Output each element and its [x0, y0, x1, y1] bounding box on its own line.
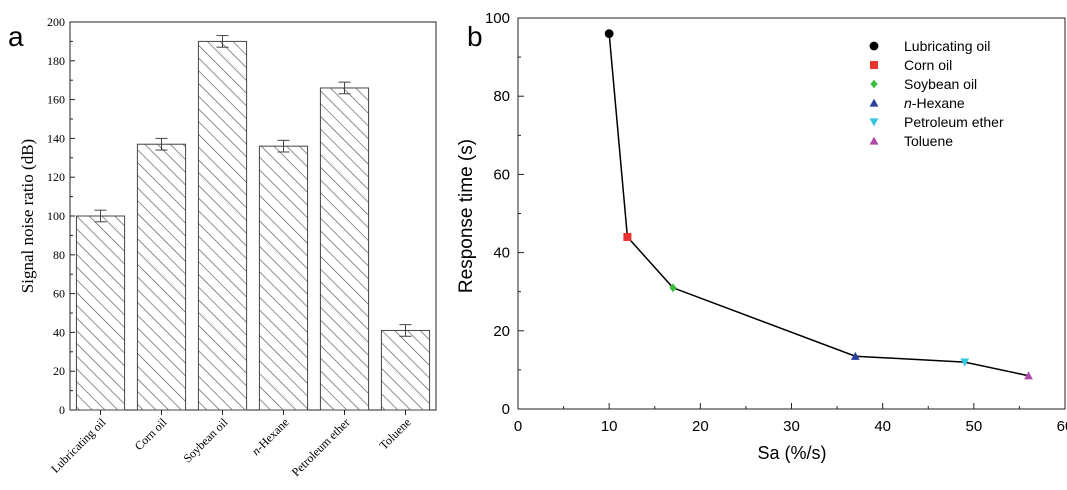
panel-b-line-chart: b Response time (s) Sa (%/s) 0 10 20 30 40 50… [456, 10, 1067, 463]
panel-a-ylabel: Signal noise ratio (dB) [18, 139, 37, 293]
panel-a-y-tick-label: 160 [47, 93, 65, 107]
panel-b-data-point [669, 283, 677, 293]
panel-b-legend-marker [869, 136, 879, 145]
panel-b-label: b [467, 21, 483, 52]
panel-a-y-tick-label: 180 [47, 54, 65, 68]
panel-b-x-tick-label: 10 [601, 418, 618, 435]
panel-b-legend: Lubricating oil Corn oil Soybean oil n-Hexa… [869, 38, 1004, 149]
panel-b-x-tick-label: 0 [514, 418, 522, 435]
panel-b-series [604, 29, 1033, 380]
panel-b-legend-label: Lubricating oil [904, 38, 990, 54]
panel-b-legend-label: n-Hexane [904, 95, 965, 111]
panel-b-legend-marker [869, 41, 879, 51]
panel-b-x-tick-label: 30 [783, 418, 800, 435]
panel-a-bar [319, 87, 370, 411]
panel-b-data-point [850, 351, 860, 360]
panel-b-ylabel: Response time (s) [456, 139, 477, 293]
panel-a-y-tick-label: 140 [47, 131, 65, 145]
panel-a-x-tick-label: Toluene [377, 415, 414, 452]
panel-a-y-ticks: 0 20 40 60 80 100 120 140 160 180 200 [47, 15, 75, 417]
panel-b-x-tick-label: 40 [874, 418, 891, 435]
panel-b-legend-label: Soybean oil [904, 76, 977, 92]
panel-a-x-tick-label: Petroleum ether [289, 415, 353, 479]
panel-b-data-point [1024, 371, 1033, 380]
panel-a-bar-chart: a Signal noise ratio (dB) 0 20 40 60 80 100 12… [8, 15, 437, 479]
panel-a-y-tick-label: 60 [53, 287, 65, 301]
panel-a-y-tick-label: 80 [53, 248, 65, 262]
panel-a-y-tick-label: 0 [59, 403, 65, 417]
panel-a-bar [258, 145, 309, 411]
panel-b-axes-frame [517, 17, 1066, 410]
panel-b-x-tick-label: 60 [1057, 418, 1067, 435]
panel-a-x-labels: Lubricating oil Corn oil Soybean oil n-Hexa… [48, 410, 414, 479]
panel-a-x-tick-label: Soybean oil [180, 415, 231, 466]
panel-a-label: a [8, 21, 24, 52]
panel-b-data-point [604, 29, 614, 39]
panel-b-legend-label: Petroleum ether [904, 114, 1004, 130]
panel-b-y-tick-label: 100 [485, 10, 510, 27]
panel-b-xlabel: Sa (%/s) [757, 443, 826, 463]
panel-a-x-tick-label: n-Hexane [249, 415, 292, 458]
panel-b-legend-marker [870, 79, 878, 89]
panel-a-x-tick-label: Corn oil [132, 415, 170, 453]
panel-a-bar [136, 143, 187, 411]
panel-b-data-point [623, 232, 632, 241]
panel-b-data-point [960, 358, 970, 367]
panel-a-bar [75, 215, 126, 411]
panel-b-ticks: 0 10 20 30 40 50 60 0 20 40 60 80 100 [485, 10, 1067, 435]
panel-b-y-tick-label: 60 [493, 166, 510, 183]
panel-a-y-tick-label: 120 [47, 170, 65, 184]
panel-b-legend-marker [869, 98, 879, 107]
panel-a-bar [380, 329, 431, 411]
panel-a-x-tick-label: Lubricating oil [48, 415, 109, 476]
panel-a-bars [75, 35, 431, 411]
panel-b-legend-marker [869, 118, 879, 127]
panel-a-y-tick-label: 200 [47, 15, 65, 29]
panel-b-y-tick-label: 40 [493, 245, 510, 262]
panel-b-legend-label: Toluene [904, 133, 953, 149]
panel-a-y-tick-label: 40 [53, 325, 65, 339]
panel-a-bar [197, 40, 248, 411]
panel-b-y-tick-label: 80 [493, 88, 510, 105]
panel-b-legend-marker [870, 61, 878, 69]
panel-b-y-tick-label: 20 [493, 323, 510, 340]
panel-b-legend-label: Corn oil [904, 57, 952, 73]
panel-b-x-tick-label: 50 [965, 418, 982, 435]
panel-b-series-line [608, 33, 1029, 377]
panel-a-y-tick-label: 20 [53, 364, 65, 378]
panel-a-y-tick-label: 100 [47, 209, 65, 223]
panel-b-y-tick-label: 0 [502, 401, 510, 418]
panel-b-x-tick-label: 20 [692, 418, 709, 435]
